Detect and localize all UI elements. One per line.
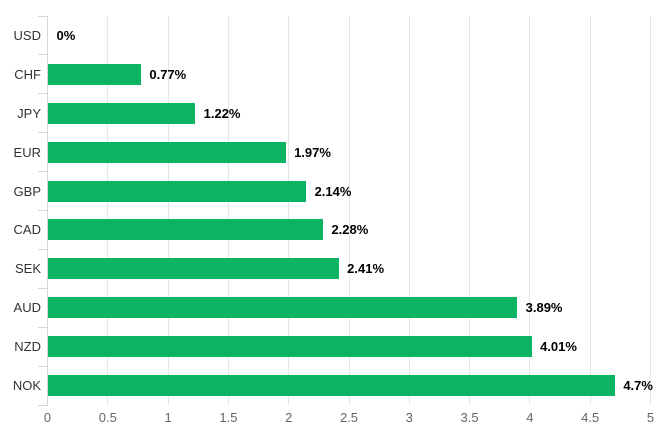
x-tick-label: 2 xyxy=(285,410,293,425)
category-label: NOK xyxy=(12,378,41,394)
bar-value-label: 4.7% xyxy=(623,378,653,394)
y-axis-tick xyxy=(37,287,48,289)
y-axis-tick xyxy=(37,248,48,250)
x-tick-label: 4 xyxy=(526,410,534,425)
bar-value-label: 1.97% xyxy=(294,144,331,160)
bar-nzd[interactable] xyxy=(48,336,532,358)
bar-value-label: 4.01% xyxy=(540,339,577,355)
category-label: GBP xyxy=(13,183,41,199)
x-tick-label: 0 xyxy=(43,410,52,425)
bar-value-label: 2.28% xyxy=(331,222,369,238)
gridline xyxy=(589,16,591,405)
gridline xyxy=(408,16,410,405)
bar-aud[interactable] xyxy=(48,297,518,319)
x-tick-label: 3 xyxy=(405,410,413,425)
gridline xyxy=(469,16,471,405)
bar-value-label: 3.89% xyxy=(525,300,563,316)
bar-value-label: 2.14% xyxy=(314,183,352,199)
bar-value-label: 0.77% xyxy=(149,66,187,82)
bar-cad[interactable] xyxy=(48,219,323,241)
x-tick-label: 5 xyxy=(646,410,655,425)
x-tick-label: 0.5 xyxy=(98,410,117,425)
x-tick-label: 4.5 xyxy=(581,410,600,425)
gridline xyxy=(107,16,109,405)
x-tick-label: 2.5 xyxy=(339,410,359,425)
gridline xyxy=(288,16,290,405)
y-axis-tick xyxy=(37,326,48,328)
category-label: NZD xyxy=(14,339,41,355)
category-label: SEK xyxy=(14,261,41,277)
category-label: EUR xyxy=(13,144,41,160)
bar-value-label: 2.41% xyxy=(347,261,385,277)
y-axis-tick xyxy=(37,15,48,17)
category-label: USD xyxy=(13,27,41,43)
gridline xyxy=(529,16,531,405)
category-label: CAD xyxy=(13,222,41,238)
x-tick-label: 1 xyxy=(164,410,172,425)
bar-chf[interactable] xyxy=(48,63,141,85)
bar-gbp[interactable] xyxy=(48,180,307,202)
bar-eur[interactable] xyxy=(48,141,286,163)
category-label: AUD xyxy=(13,300,41,316)
y-axis-line xyxy=(47,16,48,405)
gridline xyxy=(348,16,350,405)
y-axis-tick xyxy=(37,210,48,211)
category-label: CHF xyxy=(14,66,41,82)
y-axis-tick xyxy=(37,54,48,56)
y-axis-tick xyxy=(37,93,48,95)
x-tick-label: 1.5 xyxy=(219,410,238,425)
gridline xyxy=(167,16,169,405)
bar-jpy[interactable] xyxy=(48,102,196,124)
y-axis-tick xyxy=(37,132,48,134)
bar-nok[interactable] xyxy=(48,375,615,397)
gridline xyxy=(227,16,229,405)
gridline xyxy=(650,16,651,405)
y-axis-tick xyxy=(37,404,48,406)
bar-sek[interactable] xyxy=(48,258,339,280)
y-axis-tick xyxy=(37,365,48,367)
bar-value-label: 1.22% xyxy=(203,105,241,121)
category-label: JPY xyxy=(17,105,41,121)
x-tick-label: 3.5 xyxy=(460,410,479,425)
bar-value-label: 0% xyxy=(56,27,76,43)
y-axis-tick xyxy=(37,171,48,173)
